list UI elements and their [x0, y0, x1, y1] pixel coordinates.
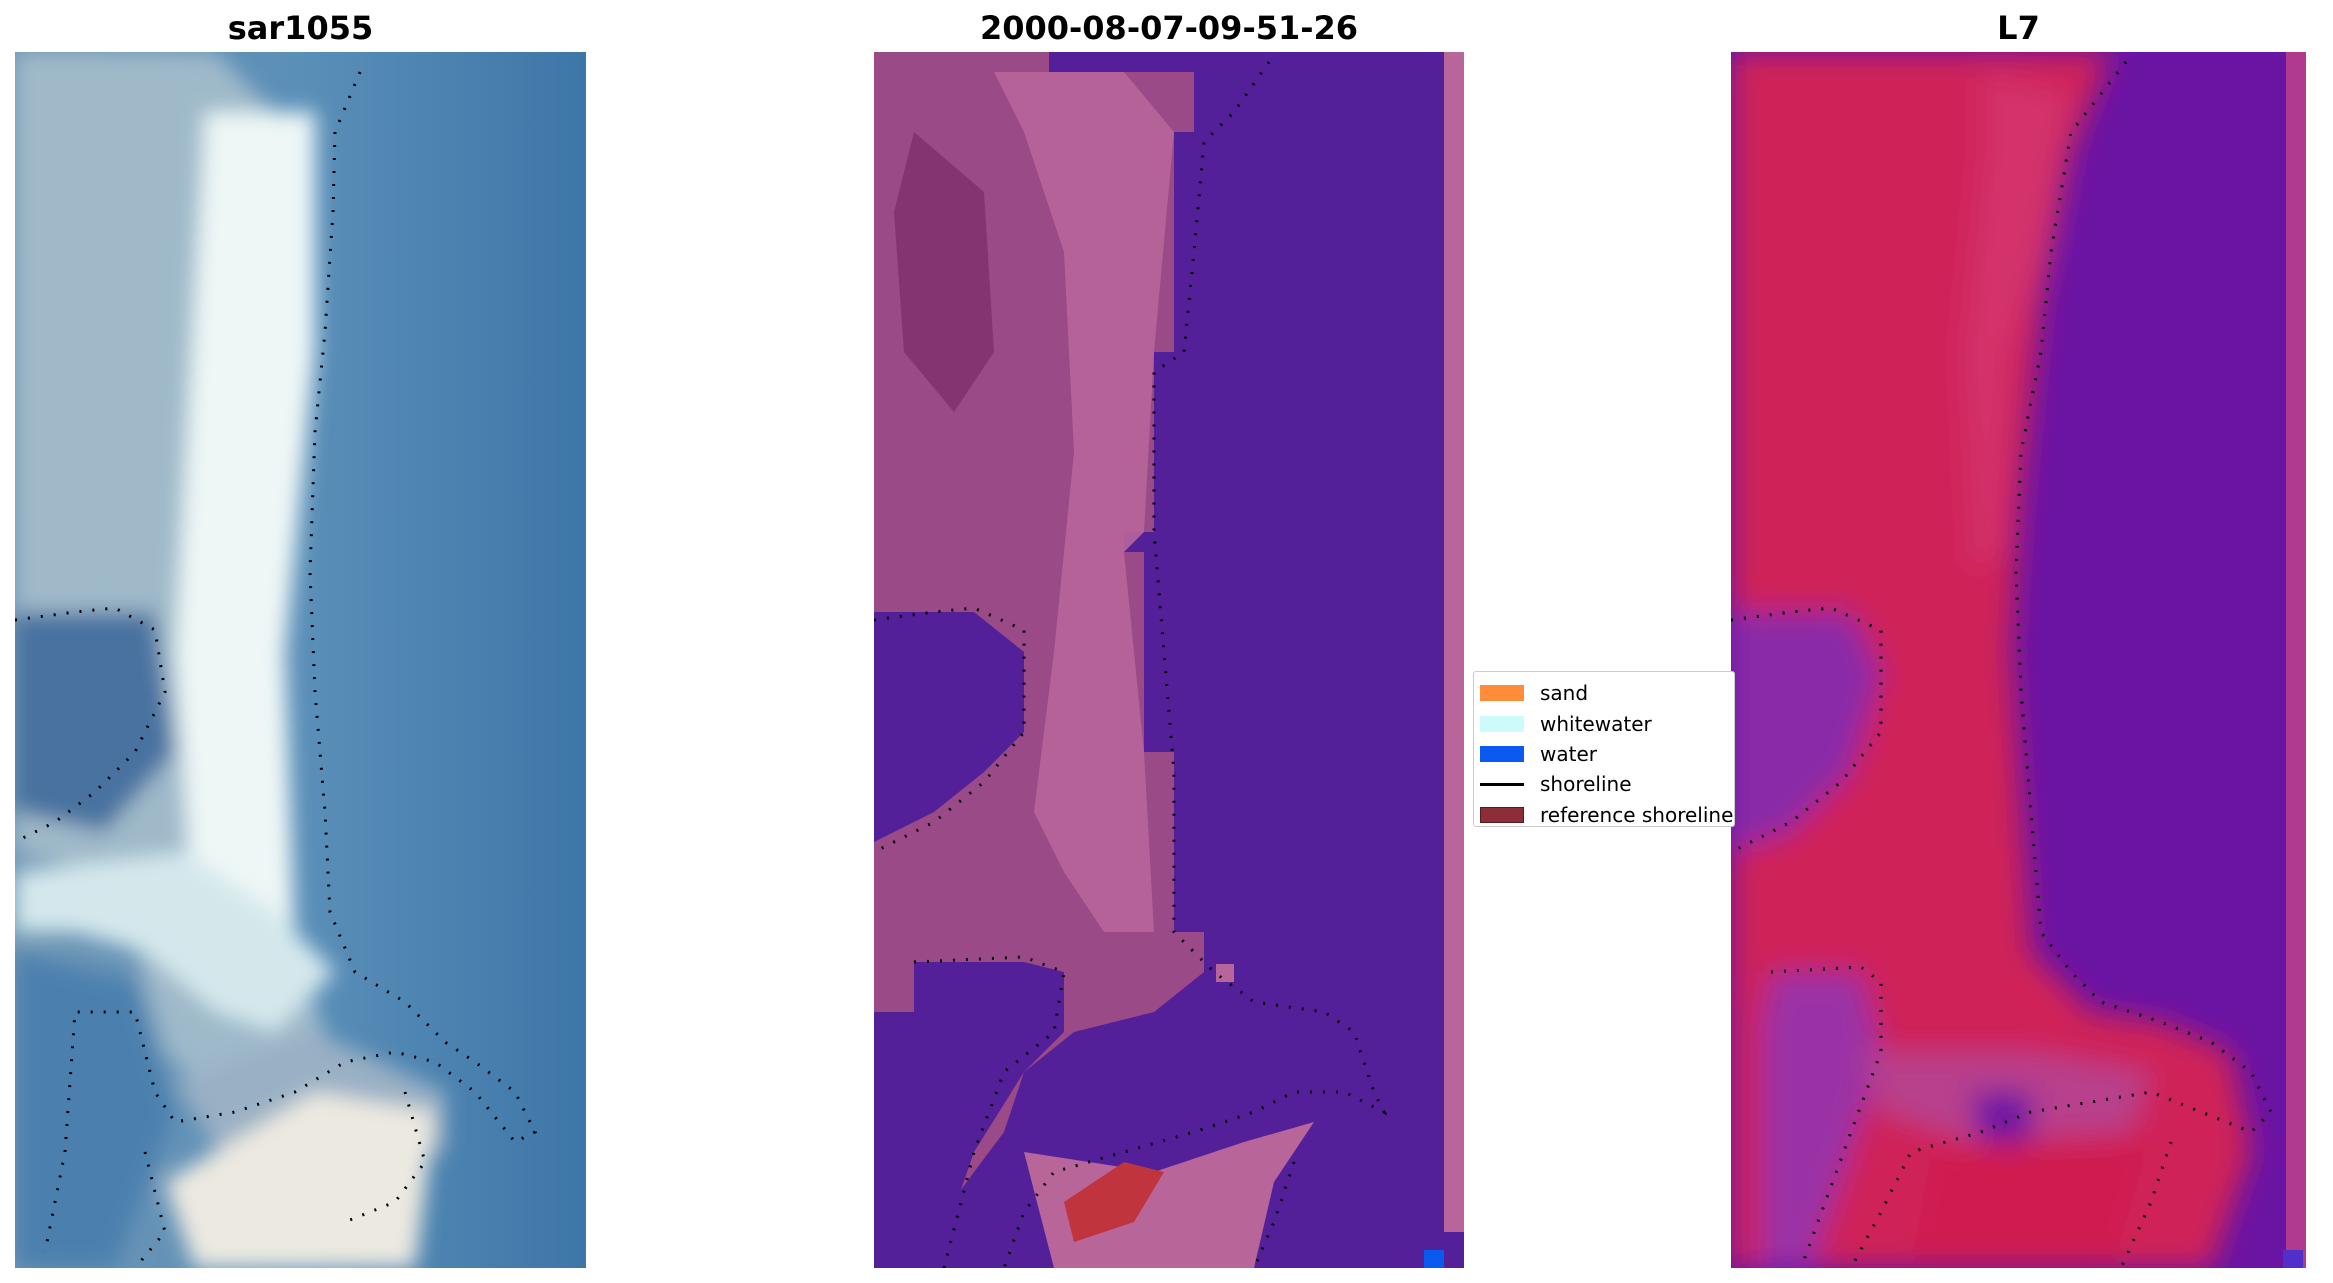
- cls-lagoon: [874, 612, 1024, 842]
- classification-image: [874, 52, 1464, 1268]
- legend-item-sand: sand: [1474, 678, 1734, 708]
- legend-label-whitewater: whitewater: [1540, 711, 1652, 736]
- panel-title-mndwi: L7: [1997, 9, 2040, 47]
- legend-item-whitewater: whitewater: [1474, 708, 1734, 738]
- panel-title-classification: 2000-08-07-09-51-26: [979, 9, 1359, 47]
- legend: sand whitewater water shoreline referenc…: [1473, 671, 1735, 827]
- legend-item-shoreline: shoreline: [1474, 769, 1734, 799]
- cls-sand-red-patch: [1064, 1162, 1164, 1242]
- legend-label-reference-shoreline: reference shoreline: [1540, 802, 1734, 827]
- index-edge-strip: [2286, 52, 2306, 1268]
- index-panel: [1731, 52, 2306, 1268]
- legend-item-reference-shoreline: reference shoreline: [1474, 800, 1734, 827]
- legend-swatch-sand: [1480, 685, 1524, 702]
- legend-label-shoreline: shoreline: [1540, 772, 1632, 797]
- legend-swatch-reference-shoreline: [1480, 806, 1524, 823]
- legend-swatch-whitewater: [1480, 715, 1524, 732]
- legend-label-sand: sand: [1540, 681, 1589, 706]
- rgb-shoreline-dots: [15, 71, 538, 1268]
- legend-swatch-water: [1480, 745, 1524, 762]
- index-image: [1731, 52, 2306, 1268]
- legend-item-water: water: [1474, 739, 1734, 769]
- cls-edge-strip: [1444, 52, 1464, 1232]
- rgb-image: [15, 52, 586, 1268]
- rgb-image-panel: [15, 52, 586, 1268]
- classification-panel: [874, 52, 1464, 1268]
- legend-label-water: water: [1540, 741, 1597, 766]
- panel-title-rgb: sar1055: [227, 9, 374, 47]
- cls-shoreline-dots: [874, 61, 1388, 1268]
- legend-line-shoreline: [1480, 782, 1524, 786]
